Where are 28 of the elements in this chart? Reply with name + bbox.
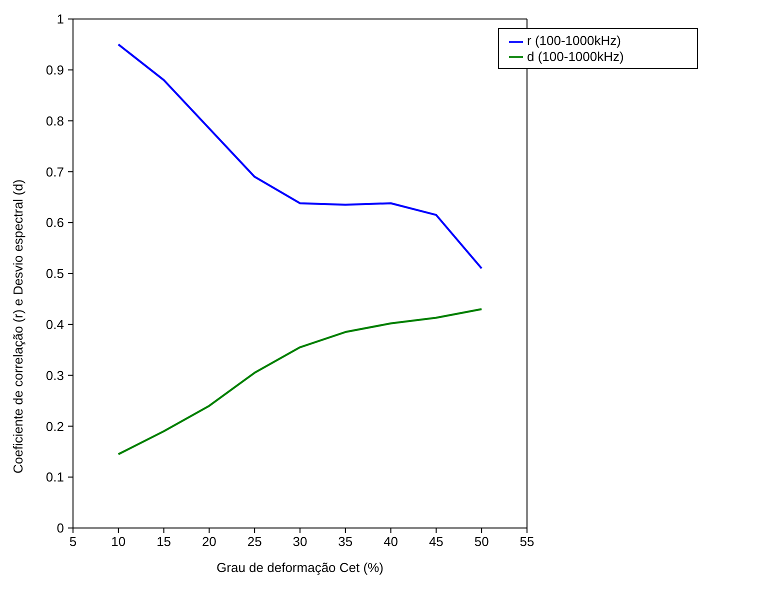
y-axis-title: Coeficiente de correlação (r) e Desvio espectral (d): [10, 179, 26, 474]
y-tick-label: 0.3: [46, 368, 64, 383]
y-tick-label: 0.6: [46, 215, 64, 230]
x-tick-label: 30: [292, 534, 308, 550]
y-tick-label: 0.2: [46, 418, 64, 434]
y-tick-label: 0.5: [46, 266, 64, 282]
x-tick-label: 5: [69, 534, 77, 550]
x-tick-label: 15: [156, 534, 172, 550]
line-series: [117, 308, 483, 456]
y-tick-label: 0.8: [46, 113, 64, 128]
legend-label: d (100-1000kHz): [527, 48, 624, 64]
x-tick-label: 20: [202, 534, 216, 550]
x-tick-label: 10: [111, 534, 126, 550]
line-series: [117, 43, 483, 270]
y-tick-label: 0.9: [46, 62, 64, 78]
y-tick-label: 0.4: [46, 317, 64, 332]
x-tick-label: 35: [338, 534, 353, 550]
x-tick-label: 55: [520, 534, 534, 550]
legend-label: r (100-1000kHz): [527, 33, 621, 48]
x-tick-label: 25: [247, 534, 262, 550]
y-tick-label: 0.7: [46, 164, 64, 180]
x-tick-label: 50: [474, 534, 489, 550]
x-tick-label: 45: [428, 534, 444, 550]
y-tick-label: 0: [56, 520, 64, 536]
x-axis-title: Grau de deformação Cet (%): [216, 560, 384, 576]
y-tick-label: 1: [56, 12, 64, 27]
y-tick-label: 0.1: [46, 470, 64, 485]
x-tick-label: 40: [384, 534, 398, 550]
